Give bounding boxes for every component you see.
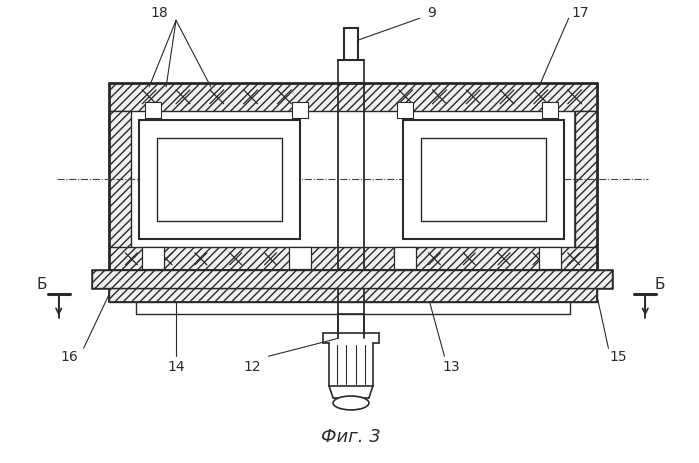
Text: 16: 16: [61, 350, 78, 363]
Text: Б: Б: [36, 276, 47, 292]
Bar: [542, 103, 558, 119]
Bar: [145, 103, 161, 119]
Text: Б: Б: [655, 276, 665, 292]
Text: 15: 15: [610, 350, 627, 363]
Bar: [575, 112, 596, 270]
Text: 12: 12: [244, 359, 261, 373]
Bar: [157, 138, 282, 222]
Bar: [539, 247, 561, 269]
Bar: [110, 247, 596, 270]
Bar: [394, 247, 416, 269]
Bar: [143, 247, 164, 269]
Text: 17: 17: [572, 6, 589, 20]
Bar: [110, 84, 596, 112]
Text: 18: 18: [150, 6, 168, 20]
Bar: [292, 103, 308, 119]
Bar: [421, 138, 546, 222]
Bar: [110, 288, 596, 302]
Bar: [289, 247, 311, 269]
Bar: [397, 103, 412, 119]
Bar: [403, 120, 563, 239]
Bar: [110, 112, 131, 270]
Text: 14: 14: [167, 359, 185, 373]
Bar: [139, 120, 301, 239]
Ellipse shape: [333, 396, 369, 410]
Text: 9: 9: [427, 6, 436, 20]
Bar: [92, 270, 612, 288]
Text: 13: 13: [442, 359, 460, 373]
Bar: [131, 112, 575, 270]
Text: Фиг. 3: Фиг. 3: [321, 427, 381, 445]
